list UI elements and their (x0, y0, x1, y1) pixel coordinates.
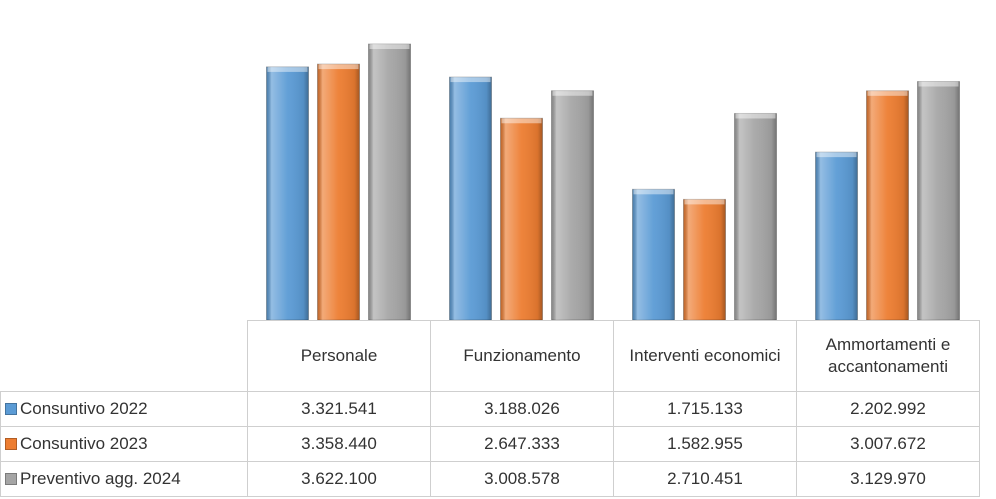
legend-label: Preventivo agg. 2024 (20, 469, 181, 488)
bar-cap (369, 44, 410, 49)
bar-cap (267, 66, 308, 72)
bar-shading (266, 66, 309, 321)
category-label: Ammortamenti e accantonamenti (796, 320, 980, 392)
bar-shading (632, 189, 675, 320)
value-label: 3.358.440 (247, 426, 431, 462)
value-label: 2.647.333 (430, 426, 614, 462)
value-label: 1.715.133 (613, 391, 797, 427)
bar-cap (633, 189, 674, 195)
value-label: 3.622.100 (247, 461, 431, 497)
legend-entry: Consuntivo 2023 (0, 426, 248, 462)
legend-label: Consuntivo 2022 (20, 399, 148, 418)
value-label: 3.188.026 (430, 391, 614, 427)
bar-cap (501, 118, 542, 124)
bar-shading (500, 118, 543, 321)
data-table: Personale Funzionamento Interventi economi… (0, 320, 980, 497)
bar-shading (917, 81, 960, 321)
category-label: Interventi economici (613, 320, 797, 392)
bar-cap (867, 90, 908, 96)
bar-cap (816, 152, 857, 158)
legend-key (5, 438, 17, 450)
legend-key (5, 473, 17, 485)
plot (266, 43, 960, 321)
value-label: 3.008.578 (430, 461, 614, 497)
bar-cap (318, 64, 359, 70)
value-label: 3.129.970 (796, 461, 980, 497)
value-label: 2.202.992 (796, 391, 980, 427)
bar-cap (735, 113, 776, 119)
legend-entry: Preventivo agg. 2024 (0, 461, 248, 497)
bar-shading (368, 44, 411, 320)
category-label: Funzionamento (430, 320, 614, 392)
bar-shading (551, 90, 594, 320)
bar-cap (450, 77, 491, 83)
value-label: 1.582.955 (613, 426, 797, 462)
bar-shading (449, 77, 492, 320)
bar-shading (317, 64, 360, 320)
legend-key (5, 403, 17, 415)
bar-cap (552, 90, 593, 96)
bar-shading (683, 199, 726, 320)
value-label: 3.007.672 (796, 426, 980, 462)
bar-shading (815, 152, 858, 320)
bar-cap (684, 199, 725, 205)
legend-entry: Consuntivo 2022 (0, 391, 248, 427)
value-label: 3.321.541 (247, 391, 431, 427)
legend-label: Consuntivo 2023 (20, 434, 148, 453)
bar-cap (918, 81, 959, 87)
table-corner (0, 320, 248, 392)
bar-shading (734, 113, 777, 320)
category-label: Personale (247, 320, 431, 392)
bar-shading (866, 90, 909, 321)
value-label: 2.710.451 (613, 461, 797, 497)
